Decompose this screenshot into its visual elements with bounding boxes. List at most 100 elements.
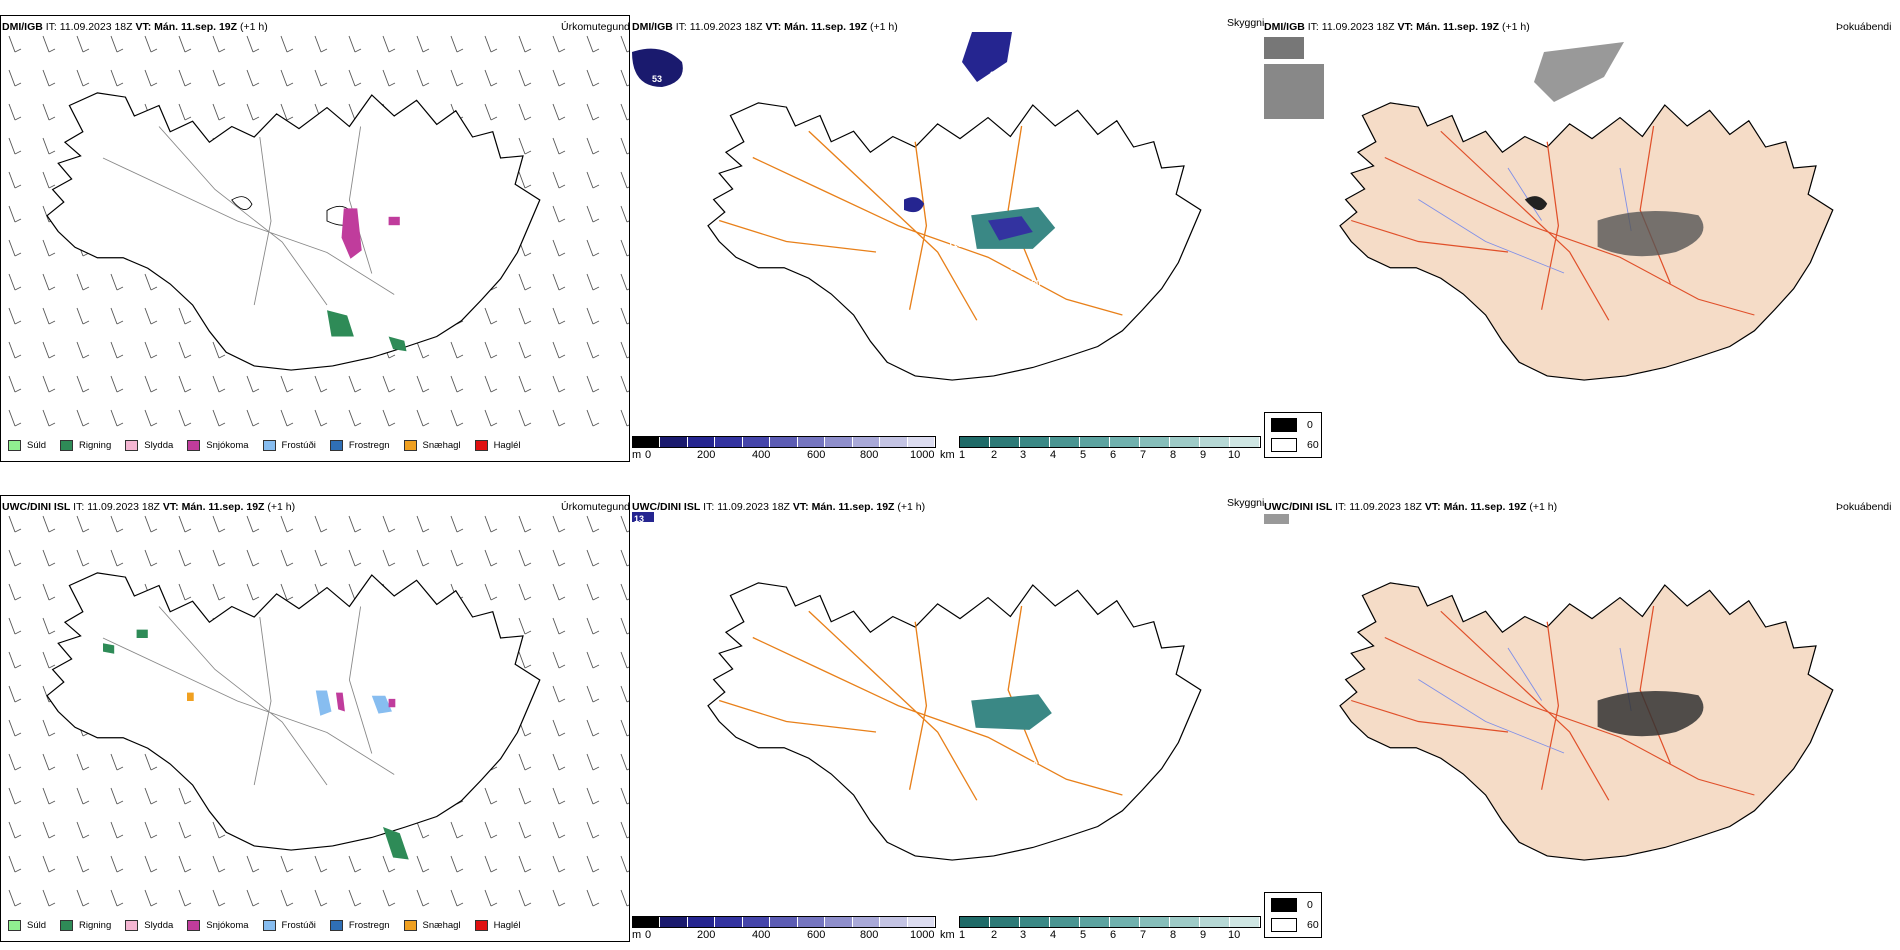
low-cloud-offshore [632, 48, 683, 87]
legend-swatch [403, 920, 417, 931]
colorbar-tick: 5 [1080, 929, 1087, 941]
legend-swatch [329, 440, 343, 451]
colorbar-unit: km [940, 929, 955, 941]
colorbar-tick: 1000 [910, 449, 935, 461]
rain-areas [383, 827, 409, 860]
row1-visibility-ticks: km 1 2 3 4 5 6 7 8 9 10 [940, 449, 1260, 463]
cloud-base-label: 155 [1047, 260, 1062, 270]
colorbar-tick: 600 [807, 449, 826, 461]
fog-legend-swatch [1271, 898, 1297, 912]
colorbar-tick: 7 [1140, 929, 1147, 941]
row1-fog-index-map [1264, 37, 1834, 381]
colorbar-tick: 1 [959, 449, 966, 461]
low-cloud-offshore [632, 512, 654, 522]
row2-precip-legend: Súld Rigning Slydda Snjókoma Frostúði Fr… [8, 920, 521, 931]
legend-item: Frostregn [329, 440, 390, 451]
legend-item: Haglél [474, 920, 521, 931]
cloud-base-label: 160 [1026, 278, 1041, 288]
row1-precip-legend: Súld Rigning Slydda Snjókoma Frostúði Fr… [8, 440, 521, 451]
cloud-base-label: 35 [1084, 762, 1094, 772]
legend-item: Rigning [60, 920, 111, 931]
cloud-base-label: 97 [990, 70, 1000, 80]
roads [102, 126, 395, 306]
row1-visibility-map: 79 101 53 97 116 155 205 160 201 92 142 [632, 32, 1202, 381]
fog-area [1597, 691, 1704, 737]
legend-item: Snæhagl [403, 440, 461, 451]
legend-item: Slydda [125, 920, 173, 931]
row1-left-header: DMI/IGB IT: 11.09.2023 18Z VT: Mán. 11.s… [2, 21, 268, 33]
row2-fog-legend: 0 60 [1264, 892, 1322, 938]
fog-legend-swatch [1271, 918, 1297, 932]
row2-right-header: UWC/DINI ISL IT: 11.09.2023 18Z VT: Mán.… [1264, 501, 1558, 513]
roads [1351, 125, 1755, 321]
row2-mid-header: UWC/DINI ISL IT: 11.09.2023 18Z VT: Mán.… [632, 501, 926, 513]
colorbar-tick: 9 [1200, 929, 1207, 941]
colorbar-tick: 10 [1228, 449, 1241, 461]
rain-areas [327, 310, 407, 352]
legend-swatch [474, 920, 488, 931]
colorbar-tick: 2 [991, 929, 998, 941]
legend-item: Frostúði [262, 920, 316, 931]
legend-item: Slydda [125, 440, 173, 451]
row2-precip-type-map-frame [0, 495, 630, 942]
colorbar-tick: 200 [697, 449, 716, 461]
row2-left-title: Úrkomutegund [561, 501, 630, 513]
colorbar-tick: 10 [1228, 929, 1241, 941]
row-1: DMI/IGB IT: 11.09.2023 18Z VT: Mán. 11.s… [0, 0, 1900, 470]
row2-right-title: Þokuábendi [1836, 501, 1892, 513]
legend-item: Frostregn [329, 920, 390, 931]
cloud-base-label: 116 [948, 239, 963, 249]
legend-swatch [125, 440, 139, 451]
iceland-coastline [707, 582, 1202, 861]
cloud-base-label: 142 [1090, 265, 1105, 275]
legend-swatch [329, 920, 343, 931]
freezing-drizzle-areas [315, 690, 392, 716]
row-2: UWC/DINI ISL IT: 11.09.2023 18Z VT: Mán.… [0, 480, 1900, 950]
low-cloud-area [904, 197, 925, 213]
row2-cloudbase-colorbar [632, 916, 936, 928]
legend-swatch [8, 440, 21, 451]
colorbar-tick: 800 [860, 929, 879, 941]
row1-fog-legend: 0 60 [1264, 412, 1322, 458]
cloud-base-label: 201 [1064, 281, 1079, 291]
fog-legend-item: 0 [1271, 898, 1313, 912]
row2-mid-title: Skyggni [1227, 497, 1265, 509]
colorbar-tick: 400 [752, 449, 771, 461]
colorbar-tick: 6 [1110, 449, 1117, 461]
snow-pellet-area [187, 692, 194, 701]
legend-item: Snjókoma [187, 920, 249, 931]
cloud-base-label: 101 [1020, 39, 1035, 49]
snow-area-small [388, 216, 400, 226]
colorbar-unit: km [940, 449, 955, 461]
legend-swatch [187, 440, 201, 451]
colorbar-tick: 1 [959, 929, 966, 941]
legend-swatch [187, 920, 201, 931]
row2-visibility-map: 13 82 23 45 35 [632, 512, 1202, 861]
fog-legend-item: 0 [1271, 418, 1313, 432]
row1-right-header: DMI/IGB IT: 11.09.2023 18Z VT: Mán. 11.s… [1264, 21, 1530, 33]
row1-visibility-colorbar [959, 436, 1261, 448]
row2-precip-type-map [1, 512, 629, 907]
roads [718, 605, 1123, 801]
legend-swatch [8, 920, 21, 931]
colorbar-tick: 1000 [910, 929, 935, 941]
rain-areas [103, 629, 148, 654]
legend-item: Súld [8, 440, 46, 451]
legend-swatch [474, 440, 488, 451]
colorbar-tick: 400 [752, 929, 771, 941]
colorbar-tick: 4 [1050, 929, 1057, 941]
row1-precip-type-map-frame [0, 15, 630, 462]
legend-item: Frostúði [262, 440, 316, 451]
colorbar-tick: 5 [1080, 449, 1087, 461]
cloud-base-label: 23 [1028, 760, 1038, 770]
row1-mid-title: Skyggni [1227, 17, 1265, 29]
legend-swatch [60, 920, 74, 931]
legend-item: Rigning [60, 440, 111, 451]
row1-mid-header: DMI/IGB IT: 11.09.2023 18Z VT: Mán. 11.s… [632, 21, 898, 33]
fog-offshore [1264, 514, 1289, 524]
colorbar-unit: m [632, 929, 642, 941]
roads [1351, 605, 1755, 801]
roads [102, 606, 395, 786]
fog-area [1597, 211, 1704, 257]
colorbar-tick: 8 [1170, 449, 1177, 461]
